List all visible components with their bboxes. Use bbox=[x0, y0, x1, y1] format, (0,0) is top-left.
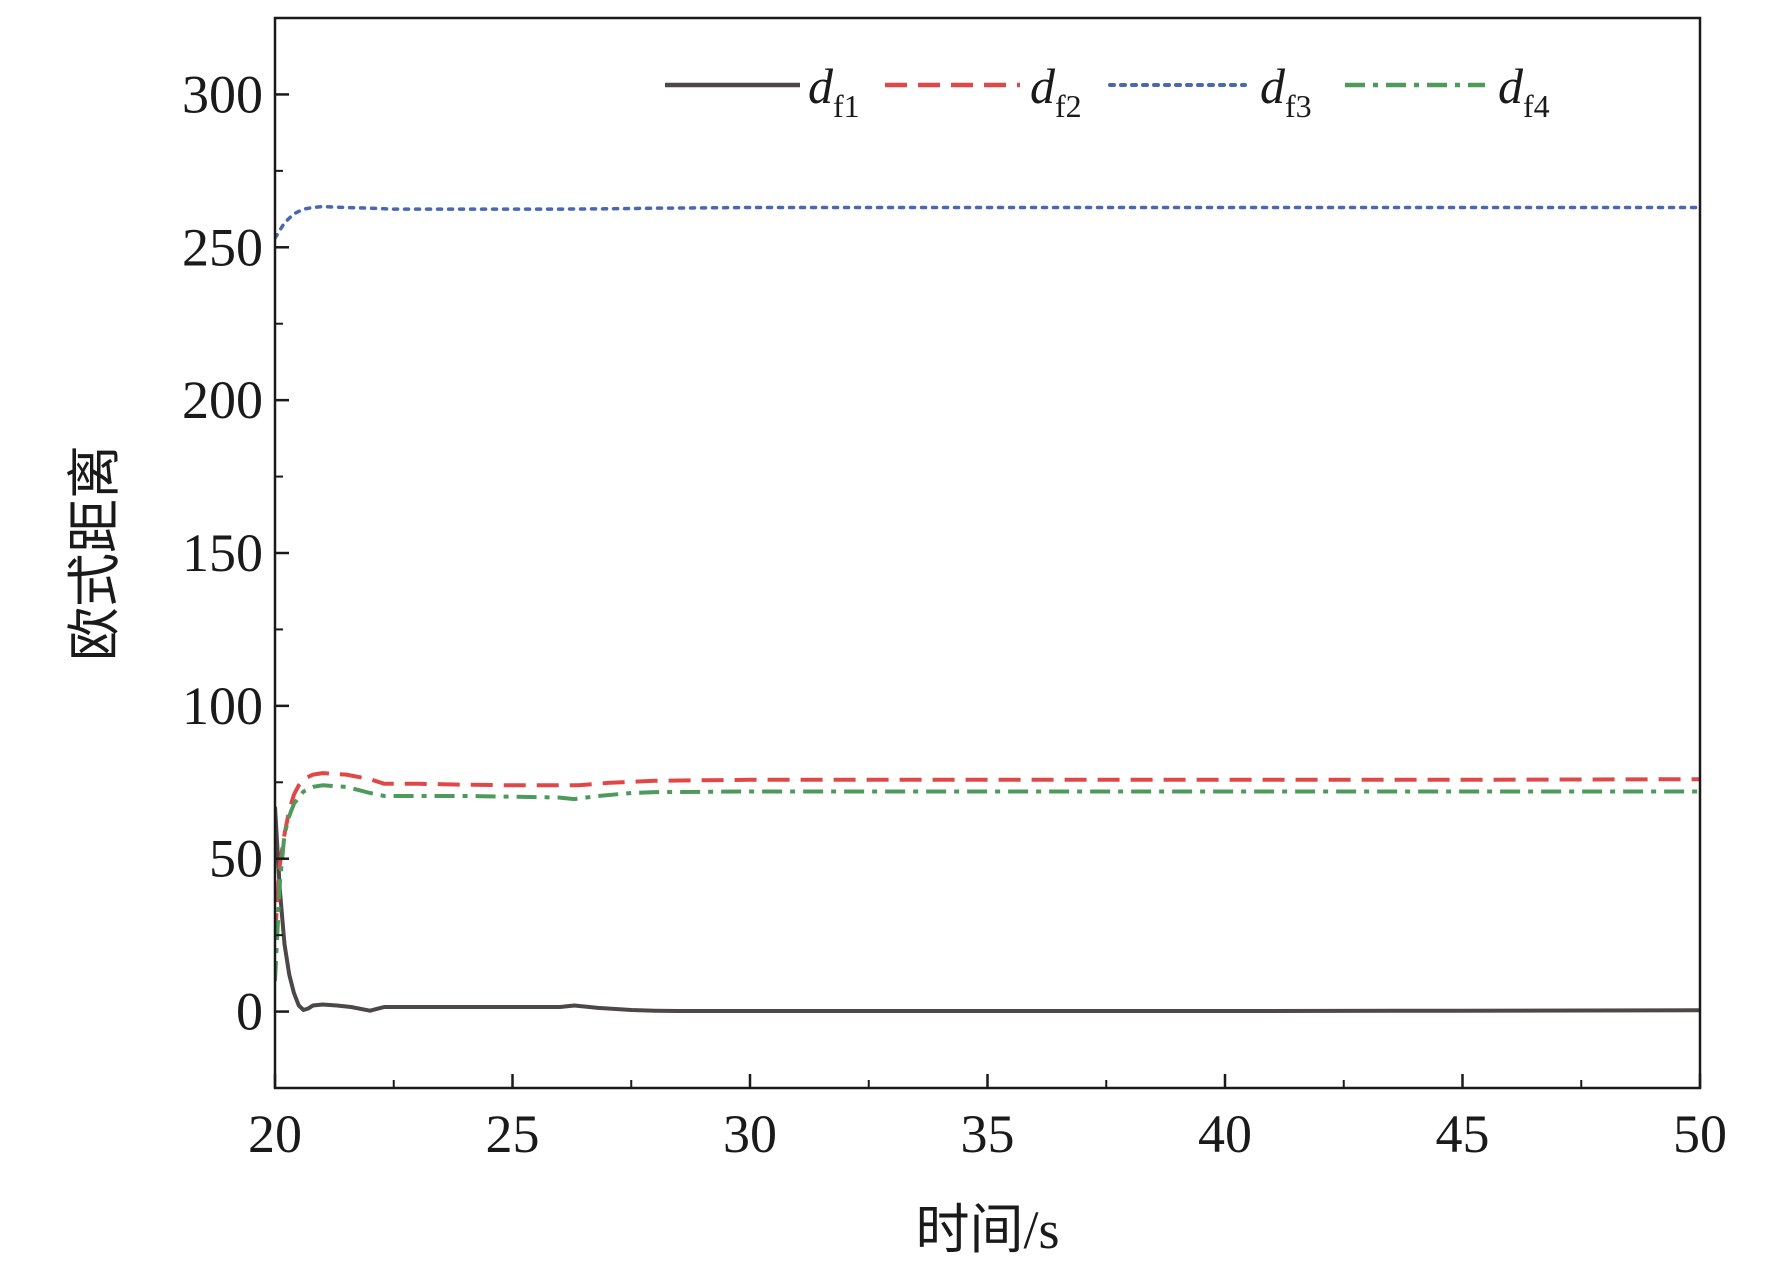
y-tick-label: 300 bbox=[182, 64, 263, 124]
x-axis-title: 时间/s bbox=[915, 1200, 1059, 1260]
legend-item-f4: df4 bbox=[1345, 58, 1550, 124]
y-tick-label: 100 bbox=[182, 676, 263, 736]
y-tick-label: 200 bbox=[182, 370, 263, 430]
x-tick-label: 50 bbox=[1673, 1104, 1727, 1164]
series-line-f4 bbox=[275, 783, 1700, 982]
plot-frame bbox=[273, 16, 1702, 1090]
x-tick-label: 20 bbox=[248, 1104, 302, 1164]
series-line-f1 bbox=[275, 806, 1700, 1013]
x-tick-label: 35 bbox=[961, 1104, 1015, 1164]
legend: df1 df2 df3 df4 bbox=[665, 58, 1550, 124]
legend-label: df3 bbox=[1260, 58, 1312, 124]
y-tick-label: 150 bbox=[182, 523, 263, 583]
x-tick-label: 30 bbox=[723, 1104, 777, 1164]
series-line-f2 bbox=[275, 771, 1700, 936]
y-axis-title: 欧式距离 bbox=[65, 445, 125, 661]
y-tick-label: 0 bbox=[236, 982, 263, 1042]
legend-item-f3: df3 bbox=[1108, 58, 1312, 124]
legend-label: df1 bbox=[808, 58, 860, 124]
x-tick-label: 25 bbox=[486, 1104, 540, 1164]
legend-label: df2 bbox=[1030, 58, 1082, 124]
plot-lines bbox=[275, 204, 1700, 1013]
x-tick-label: 45 bbox=[1436, 1104, 1490, 1164]
legend-item-f1: df1 bbox=[665, 58, 860, 124]
legend-label: df4 bbox=[1498, 58, 1550, 124]
legend-item-f2: df2 bbox=[885, 58, 1082, 124]
axes: 20 25 30 35 40 45 50 0 50 100 150 200 250 300 bbox=[182, 64, 1727, 1164]
x-tick-label: 40 bbox=[1198, 1104, 1252, 1164]
y-tick-label: 50 bbox=[209, 829, 263, 889]
series-line-f3 bbox=[275, 204, 1700, 240]
y-tick-label: 250 bbox=[182, 217, 263, 277]
